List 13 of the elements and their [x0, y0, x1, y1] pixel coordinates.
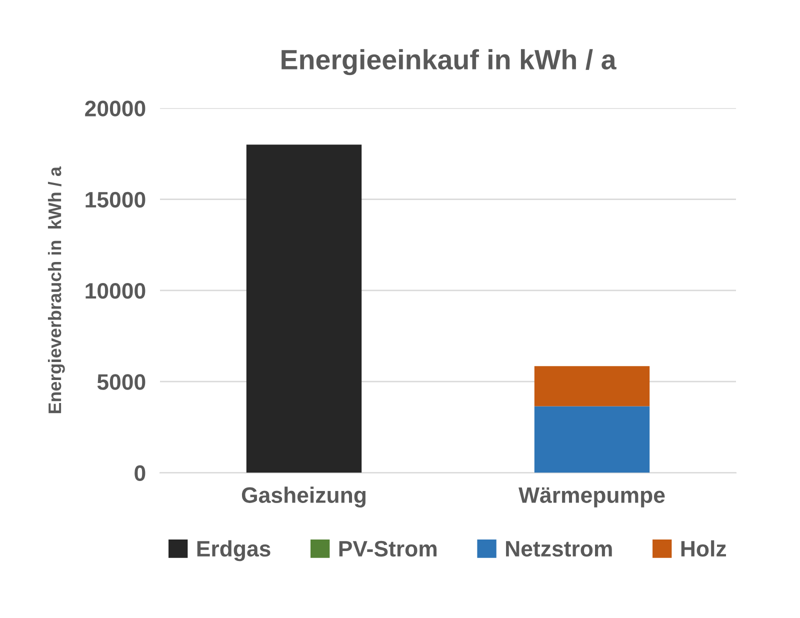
legend-label: Holz	[681, 540, 726, 557]
y-tick-label: 10000	[86, 282, 146, 299]
y-tick-label: 5000	[97, 374, 146, 390]
y-tick-label: 0	[134, 465, 146, 482]
x-tick-label: Gasheizung	[242, 486, 366, 508]
legend-label: PV-Strom	[339, 540, 437, 557]
y-tick-label: 15000	[86, 192, 146, 208]
y-tick-label: 20000	[85, 100, 146, 116]
y-axis-title: Energieverbrauch in kWh / a	[48, 166, 65, 414]
legend-label: Netzstrom	[506, 541, 612, 557]
legend-label: Erdgas	[197, 540, 270, 562]
chart-title: Energieeinkauf in kWh / a	[282, 49, 616, 76]
x-tick-label: Wärmepumpe	[518, 487, 665, 508]
